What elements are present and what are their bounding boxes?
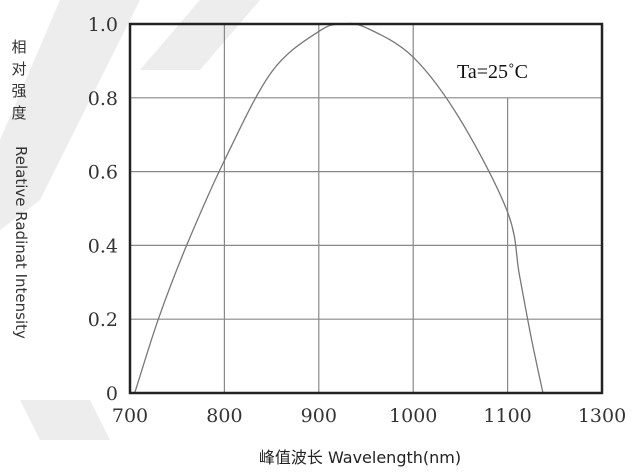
x-tick-label: 1300 xyxy=(578,405,626,427)
y-tick-label: 0.8 xyxy=(88,88,118,110)
watermark xyxy=(0,0,260,440)
y-axis-label-char: 强 xyxy=(11,82,26,100)
y-tick-label: 0.4 xyxy=(88,235,118,257)
y-axis-label-english: Relative Radinat Intensity xyxy=(12,146,30,339)
y-axis-label-char: 对 xyxy=(11,60,26,78)
x-tick-label: 1100 xyxy=(483,405,531,427)
y-tick-label: 0.6 xyxy=(88,162,118,184)
x-tick-labels: 700 800 900 1000 1100 1300 xyxy=(112,405,626,427)
y-tick-label: 1.0 xyxy=(88,14,118,36)
y-tick-label: 0 xyxy=(106,383,118,405)
x-tick-label: 900 xyxy=(301,405,337,427)
x-tick-label: 1000 xyxy=(389,405,437,427)
x-tick-label: 700 xyxy=(112,405,148,427)
x-axis-label: 峰值波长 Wavelength(nm) xyxy=(259,448,461,467)
grid-lines xyxy=(130,24,602,393)
plot-frame xyxy=(128,22,604,395)
y-tick-labels: 0 0.2 0.4 0.6 0.8 1.0 xyxy=(88,14,118,405)
temperature-annotation: Ta=25˚C xyxy=(457,61,528,83)
x-tick-label: 800 xyxy=(206,405,242,427)
y-tick-label: 0.2 xyxy=(88,309,118,331)
y-axis-label-char: 相 xyxy=(11,38,26,56)
y-axis-label-char: 度 xyxy=(11,104,26,122)
